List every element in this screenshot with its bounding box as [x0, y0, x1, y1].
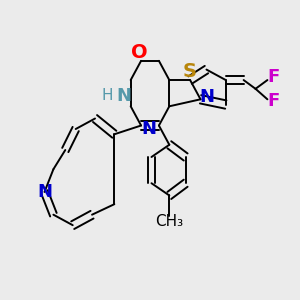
Text: F: F — [267, 68, 280, 85]
Text: F: F — [267, 92, 280, 110]
Text: N: N — [141, 120, 156, 138]
Text: N: N — [116, 87, 131, 105]
Text: H: H — [101, 88, 113, 103]
Text: CH₃: CH₃ — [155, 214, 183, 229]
Text: N: N — [199, 88, 214, 106]
Text: O: O — [131, 43, 148, 61]
Text: N: N — [37, 183, 52, 201]
Text: S: S — [183, 62, 197, 81]
